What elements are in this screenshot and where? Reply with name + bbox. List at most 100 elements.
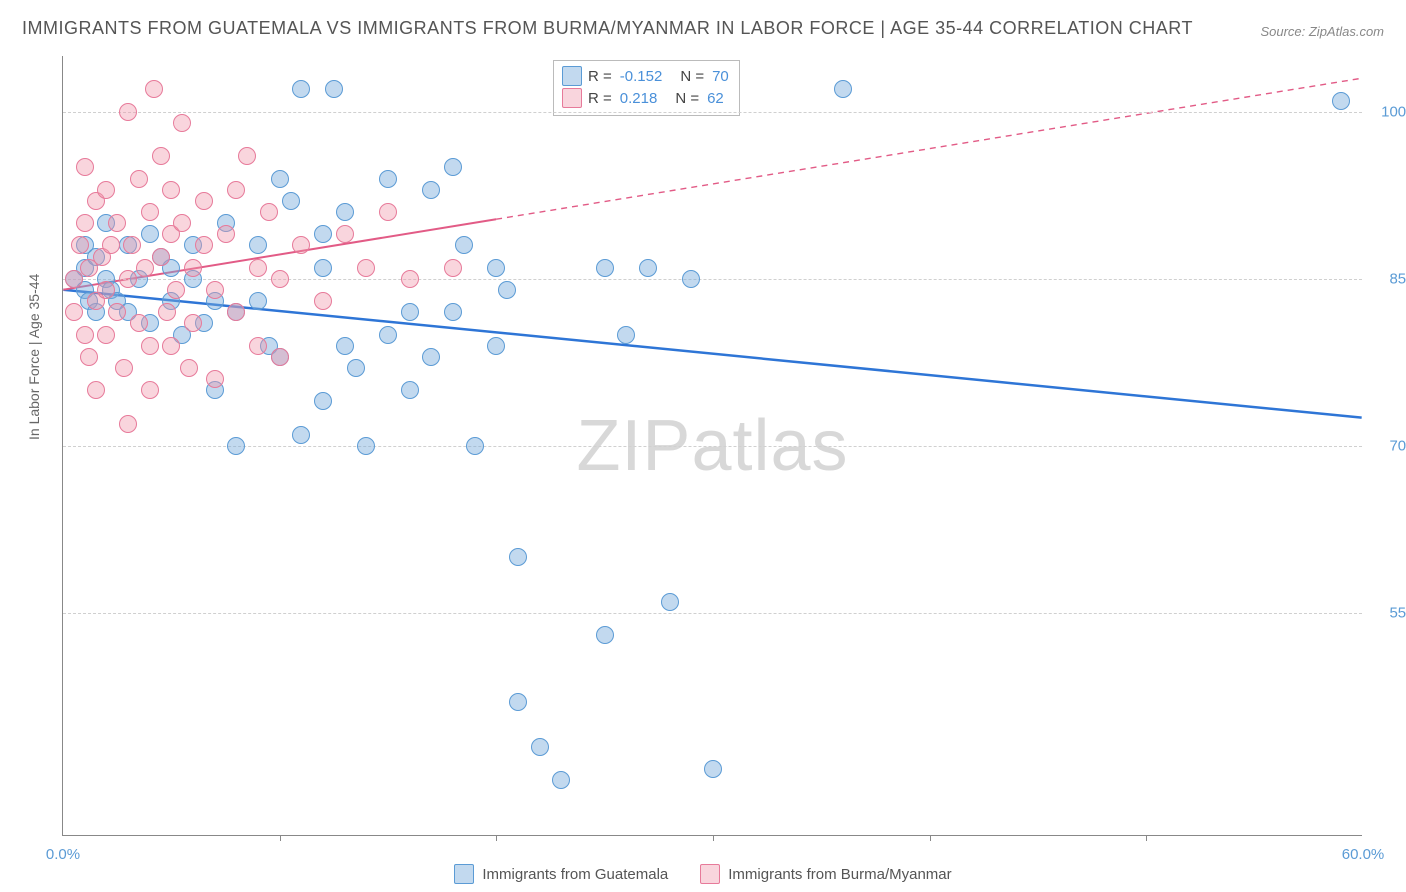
data-point (271, 348, 289, 366)
x-tick-mark (280, 835, 281, 841)
data-point (292, 80, 310, 98)
data-point (227, 303, 245, 321)
data-point (596, 259, 614, 277)
data-point (834, 80, 852, 98)
series-legend-label: Immigrants from Guatemala (482, 866, 668, 883)
data-point (531, 738, 549, 756)
legend-r-value: 0.218 (620, 90, 658, 107)
data-point (336, 225, 354, 243)
data-point (195, 236, 213, 254)
data-point (357, 437, 375, 455)
legend-swatch (562, 66, 582, 86)
data-point (379, 170, 397, 188)
legend-n-label: N = (680, 68, 704, 85)
data-point (314, 292, 332, 310)
data-point (130, 170, 148, 188)
data-point (552, 771, 570, 789)
data-point (509, 548, 527, 566)
data-point (80, 348, 98, 366)
data-point (682, 270, 700, 288)
data-point (617, 326, 635, 344)
data-point (704, 760, 722, 778)
x-tick-mark (930, 835, 931, 841)
data-point (206, 370, 224, 388)
data-point (184, 259, 202, 277)
data-point (108, 303, 126, 321)
data-point (639, 259, 657, 277)
x-tick-mark (1146, 835, 1147, 841)
legend-row: R =0.218N =62 (562, 87, 729, 109)
data-point (206, 281, 224, 299)
data-point (357, 259, 375, 277)
data-point (661, 593, 679, 611)
data-point (314, 259, 332, 277)
gridline-h (63, 613, 1362, 614)
legend-n-value: 70 (712, 68, 729, 85)
x-tick-label: 0.0% (46, 846, 80, 863)
data-point (422, 181, 440, 199)
legend-r-label: R = (588, 90, 612, 107)
series-legend: Immigrants from Guatemala Immigrants from… (0, 864, 1406, 884)
y-tick-label: 70.0% (1372, 438, 1406, 455)
data-point (487, 337, 505, 355)
data-point (102, 236, 120, 254)
data-point (108, 214, 126, 232)
data-point (76, 214, 94, 232)
data-point (336, 203, 354, 221)
data-point (249, 292, 267, 310)
data-point (141, 381, 159, 399)
data-point (498, 281, 516, 299)
data-point (97, 281, 115, 299)
gridline-h (63, 279, 1362, 280)
data-point (325, 80, 343, 98)
data-point (238, 147, 256, 165)
data-point (401, 270, 419, 288)
data-point (249, 259, 267, 277)
data-point (97, 326, 115, 344)
data-point (422, 348, 440, 366)
data-point (184, 314, 202, 332)
data-point (401, 381, 419, 399)
data-point (217, 225, 235, 243)
data-point (123, 236, 141, 254)
data-point (249, 337, 267, 355)
data-point (180, 359, 198, 377)
series-legend-label: Immigrants from Burma/Myanmar (728, 866, 951, 883)
data-point (141, 203, 159, 221)
data-point (455, 236, 473, 254)
data-point (141, 225, 159, 243)
data-point (119, 103, 137, 121)
data-point (195, 192, 213, 210)
data-point (76, 158, 94, 176)
data-point (509, 693, 527, 711)
data-point (260, 203, 278, 221)
data-point (130, 314, 148, 332)
data-point (401, 303, 419, 321)
data-point (145, 80, 163, 98)
legend-n-label: N = (675, 90, 699, 107)
series-legend-item: Immigrants from Burma/Myanmar (700, 864, 951, 884)
y-tick-label: 85.0% (1372, 270, 1406, 287)
source-label: Source: ZipAtlas.com (1260, 24, 1384, 39)
x-tick-mark (713, 835, 714, 841)
legend-r-value: -0.152 (620, 68, 663, 85)
data-point (119, 270, 137, 288)
legend-swatch (454, 864, 474, 884)
data-point (167, 281, 185, 299)
data-point (271, 170, 289, 188)
gridline-h (63, 112, 1362, 113)
data-point (314, 225, 332, 243)
data-point (487, 259, 505, 277)
data-point (119, 415, 137, 433)
data-point (292, 426, 310, 444)
legend-row: R =-0.152N =70 (562, 65, 729, 87)
data-point (76, 326, 94, 344)
data-point (596, 626, 614, 644)
data-point (158, 303, 176, 321)
data-point (65, 270, 83, 288)
data-point (162, 181, 180, 199)
data-point (152, 147, 170, 165)
data-point (141, 337, 159, 355)
x-tick-mark (496, 835, 497, 841)
y-axis-label: In Labor Force | Age 35-44 (26, 274, 42, 440)
